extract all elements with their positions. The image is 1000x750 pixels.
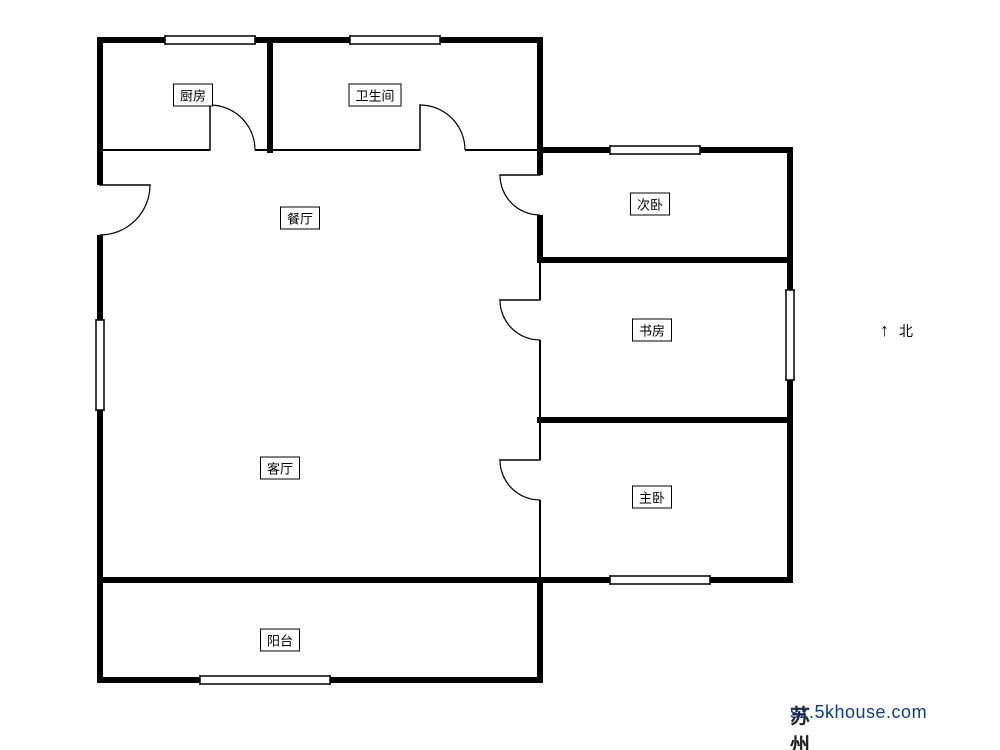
compass-label: 北	[899, 321, 913, 341]
arrow-up-icon: ↑	[880, 320, 889, 341]
room-label-second_br: 次卧	[630, 193, 670, 216]
wm-url: sz.5khouse.com	[790, 702, 927, 723]
room-label-master_br: 主卧	[632, 486, 672, 509]
room-label-kitchen: 厨房	[173, 84, 213, 107]
compass-north: ↑ 北	[880, 320, 913, 341]
room-label-dining: 餐厅	[280, 207, 320, 230]
floor-plan	[0, 0, 1000, 750]
room-label-bathroom: 卫生间	[348, 84, 401, 107]
room-label-living: 客厅	[260, 457, 300, 480]
room-label-balcony: 阳台	[260, 629, 300, 652]
room-label-study: 书房	[632, 319, 672, 342]
